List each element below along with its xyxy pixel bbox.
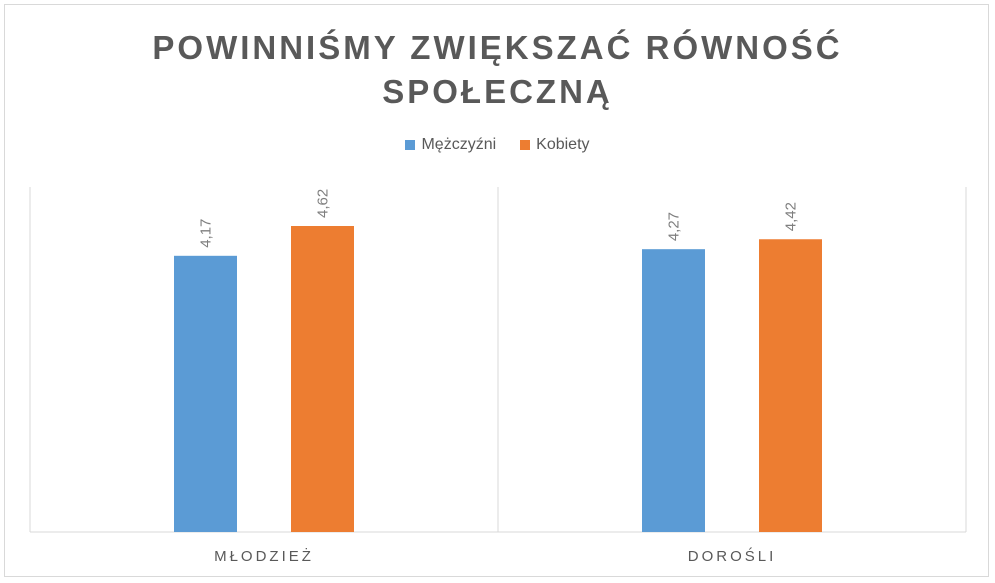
legend-swatch-women <box>520 140 531 150</box>
chart-legend: Mężczyźni Kobiety <box>0 136 995 154</box>
data-label: 4,27 <box>666 212 683 241</box>
chart-frame <box>4 4 989 577</box>
bar-men-0 <box>174 255 237 533</box>
chart-title-line-2: SPOŁECZNĄ <box>382 73 613 110</box>
chart-title: POWINNIŚMY ZWIĘKSZAĆ RÓWNOŚĆ SPOŁECZNĄ <box>0 26 995 114</box>
bar-men-1 <box>642 249 705 532</box>
data-label: 4,17 <box>198 219 215 248</box>
legend-swatch-men <box>405 140 416 150</box>
bar-women-0 <box>291 226 354 532</box>
legend-label-men: Mężczyźni <box>421 136 497 153</box>
legend-item-men: Mężczyźni <box>405 136 496 154</box>
category-label: DOROŚLI <box>688 547 777 565</box>
data-label: 4,62 <box>315 189 332 218</box>
legend-item-women: Kobiety <box>520 136 590 154</box>
bar-women-1 <box>759 239 822 532</box>
legend-label-women: Kobiety <box>536 136 590 153</box>
data-label: 4,42 <box>783 202 800 231</box>
chart-title-line-1: POWINNIŚMY ZWIĘKSZAĆ RÓWNOŚĆ <box>152 29 843 66</box>
category-label: MŁODZIEŻ <box>214 547 314 565</box>
